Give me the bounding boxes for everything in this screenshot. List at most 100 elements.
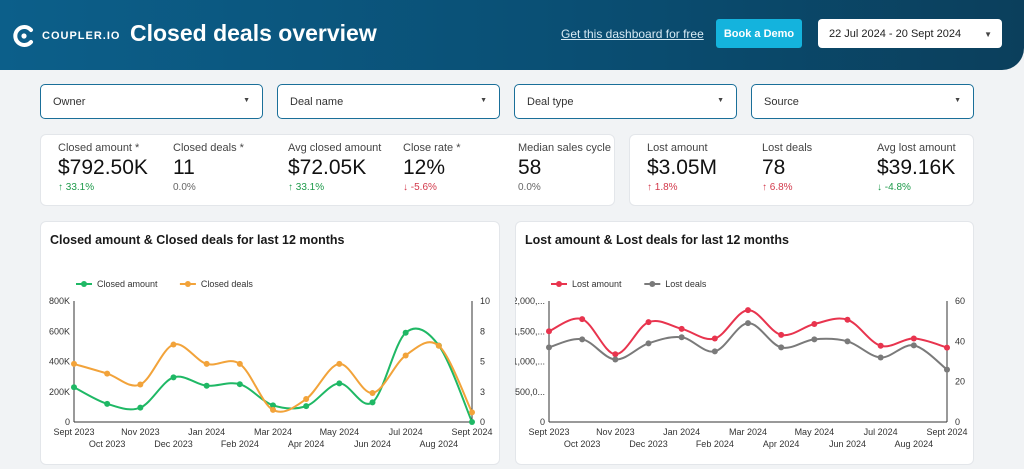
deal-name-filter[interactable]: Deal name ▼	[277, 84, 500, 119]
y-tick-label-right: 3	[480, 387, 485, 397]
kpi-label: Median sales cycle	[518, 142, 611, 154]
data-point	[678, 325, 685, 332]
kpi-value: $3.05M	[647, 156, 718, 179]
data-point	[811, 336, 818, 343]
y-tick-label-left: 500,0...	[515, 387, 545, 397]
kpi-label: Lost amount	[647, 142, 708, 154]
y-tick-label-right: 10	[480, 296, 490, 306]
x-tick-label: Nov 2023	[121, 427, 160, 437]
y-tick-label-left: 200K	[49, 387, 70, 397]
kpi-avg-closed-amount: Avg closed amount $72.05K ↑ 33.1%	[288, 142, 381, 193]
data-point	[203, 360, 210, 367]
chevron-down-icon: ▼	[954, 97, 961, 104]
kpi-value: 12%	[403, 156, 446, 179]
data-point	[910, 342, 917, 349]
page-title: Closed deals overview	[130, 20, 377, 46]
y-tick-label-left: 1,500,...	[515, 326, 545, 336]
x-tick-label: Jun 2024	[829, 439, 866, 449]
data-point	[711, 335, 718, 342]
top-header: COUPLER.IO Closed deals overview Get thi…	[0, 0, 1024, 70]
closed-line-chart: 0 200K 400K 600K 800K 0 3 5 8 10 Sept 2023 Oct 2023…	[49, 279, 493, 449]
data-point	[203, 382, 210, 389]
deal-type-filter[interactable]: Deal type ▼	[514, 84, 737, 119]
kpi-lost-amount: Lost amount $3.05M ↑ 1.8%	[647, 142, 717, 193]
data-point	[303, 403, 310, 410]
y-tick-label-right: 5	[480, 357, 485, 367]
x-tick-label: Feb 2024	[221, 439, 259, 449]
y-tick-label-right: 0	[480, 417, 485, 427]
get-dashboard-link[interactable]: Get this dashboard for free	[561, 27, 704, 41]
x-tick-label: Jan 2024	[663, 427, 700, 437]
data-point	[336, 360, 343, 367]
kpi-median-sales-cycle: Median sales cycle 58 0.0%	[518, 142, 611, 193]
data-point	[645, 319, 652, 326]
date-range-value: 22 Jul 2024 - 20 Sept 2024	[829, 27, 962, 40]
data-point	[270, 402, 276, 409]
kpi-label: Avg lost amount	[877, 142, 956, 154]
data-point	[944, 366, 950, 373]
data-point	[745, 320, 751, 327]
lost-line-chart: 0 500,0... 1,000,... 1,500,... 2,000,... 0 20 4…	[515, 279, 968, 449]
kpi-delta: ↑ 1.8%	[647, 182, 678, 193]
legend-marker	[649, 281, 656, 287]
x-tick-label: Sept 2024	[451, 427, 492, 437]
x-tick-label: Sept 2023	[53, 427, 94, 437]
legend-label: Closed deals	[201, 279, 254, 289]
data-point	[71, 384, 77, 391]
kpi-closed-deals: Closed deals * 11 0.0%	[173, 142, 244, 193]
kpi-lost-deals: Lost deals 78 ↑ 6.8%	[762, 142, 812, 193]
x-tick-label: Apr 2024	[763, 439, 800, 449]
x-tick-label: Oct 2023	[89, 439, 126, 449]
data-point	[877, 354, 884, 361]
x-tick-label: Feb 2024	[696, 439, 734, 449]
data-point	[469, 419, 475, 425]
data-point	[137, 381, 144, 388]
data-point	[910, 335, 917, 342]
y-tick-label-right: 40	[955, 336, 965, 346]
chevron-down-icon: ▼	[984, 30, 992, 39]
data-point	[435, 342, 442, 349]
source-filter[interactable]: Source ▼	[751, 84, 974, 119]
legend-marker	[81, 281, 87, 287]
kpi-label: Closed deals *	[173, 142, 244, 154]
book-demo-button[interactable]: Book a Demo	[716, 19, 802, 48]
coupler-logo[interactable]: COUPLER.IO	[12, 24, 120, 48]
legend-label: Closed amount	[97, 279, 158, 289]
y-tick-label-right: 60	[955, 296, 965, 306]
filter-label: Deal name	[290, 95, 344, 108]
x-tick-label: Mar 2024	[254, 427, 292, 437]
data-point	[236, 360, 243, 367]
x-tick-label: Nov 2023	[596, 427, 635, 437]
kpi-delta: ↑ 6.8%	[762, 182, 793, 193]
data-point	[546, 328, 552, 335]
kpi-delta: ↑ 33.1%	[288, 182, 325, 193]
data-point	[811, 320, 818, 327]
filter-label: Source	[764, 95, 799, 108]
kpi-label: Close rate *	[403, 142, 461, 154]
x-tick-label: May 2024	[320, 427, 360, 437]
y-tick-label-left: 600K	[49, 326, 70, 336]
x-tick-label: Jul 2024	[389, 427, 423, 437]
y-tick-label-right: 0	[955, 417, 960, 427]
kpi-value: 11	[173, 156, 195, 179]
date-range-picker[interactable]: 22 Jul 2024 - 20 Sept 2024 ▼	[818, 19, 1002, 48]
kpi-delta: ↓ -4.8%	[877, 182, 911, 193]
data-point	[612, 356, 619, 363]
y-tick-label-right: 8	[480, 326, 485, 336]
filter-label: Owner	[53, 95, 86, 108]
owner-filter[interactable]: Owner ▼	[40, 84, 263, 119]
data-point	[303, 396, 310, 403]
data-point	[778, 331, 785, 338]
data-point	[612, 351, 619, 358]
logo-text: COUPLER.IO	[42, 30, 121, 42]
data-point	[104, 400, 111, 407]
x-tick-label: May 2024	[795, 427, 835, 437]
data-point	[546, 344, 552, 351]
kpi-delta: ↑ 33.1%	[58, 182, 95, 193]
data-point	[270, 406, 276, 413]
coupler-logo-icon	[13, 25, 33, 47]
data-point	[170, 374, 177, 381]
data-point	[877, 342, 884, 349]
y-tick-label-left: 1,000,...	[515, 357, 545, 367]
legend-label: Lost deals	[665, 279, 707, 289]
